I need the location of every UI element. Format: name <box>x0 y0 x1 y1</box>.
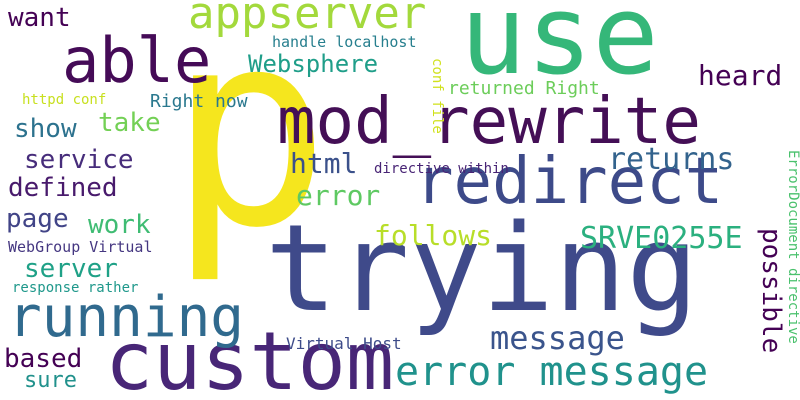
word-able: able <box>62 24 212 97</box>
word-response-rather: response rather <box>12 280 139 296</box>
word-possible: possible <box>756 228 786 354</box>
word-errordocument-directive: ErrorDocument directive <box>785 150 800 344</box>
word-server: server <box>24 254 118 284</box>
word-trying: trying <box>265 200 699 339</box>
word-want: want <box>8 3 71 33</box>
word-based: based <box>4 344 83 374</box>
word-html: html <box>290 147 358 180</box>
word-show: show <box>14 114 77 144</box>
word-p: p <box>168 0 331 287</box>
word-conf-file: conf file <box>429 58 445 134</box>
word-running: running <box>8 285 245 350</box>
word-work: work <box>88 210 151 240</box>
word-use: use <box>460 0 659 99</box>
word-websphere: Websphere <box>248 50 379 78</box>
word-page: page <box>6 204 69 234</box>
word-heard: heard <box>698 59 783 92</box>
word-httpd-conf: httpd conf <box>22 92 107 108</box>
word-right-now: Right now <box>150 91 248 112</box>
word-srve0255e: SRVE0255E <box>580 221 743 256</box>
word-defined: defined <box>8 173 118 203</box>
word-virtual-host: Virtual Host <box>286 334 402 353</box>
word-webgroup-virtual: WebGroup Virtual <box>8 238 153 256</box>
word-follows: follows <box>374 219 493 252</box>
word-returns: returns <box>608 142 735 177</box>
word-redirect: redirect <box>415 145 724 219</box>
word-error: error <box>296 179 381 212</box>
word-take: take <box>98 108 161 138</box>
word-error-message: error message <box>395 349 709 395</box>
word-message: message <box>490 319 625 357</box>
word-service: service <box>24 145 134 175</box>
word-returned-right: returned Right <box>448 78 600 99</box>
word-handle-localhost: handle localhost <box>272 33 417 51</box>
word-custom: custom <box>105 315 394 400</box>
word-directive-within: directive within <box>374 161 509 177</box>
word-appserver: appserver <box>188 0 427 39</box>
word-sure: sure <box>24 368 77 393</box>
word-mod-rewrite: mod_rewrite <box>277 85 701 159</box>
